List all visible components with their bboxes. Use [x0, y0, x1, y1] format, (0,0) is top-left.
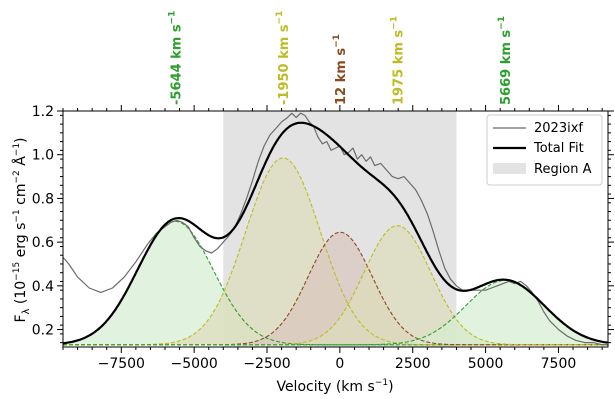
velocity-label-4: 5669 km s−1 — [497, 16, 514, 105]
x-tick-label: 0 — [335, 356, 344, 372]
velocity-label-0: -5644 km s−1 — [167, 11, 184, 105]
y-tick-label: 1.2 — [32, 104, 54, 120]
y-tick-label: 1.0 — [32, 148, 54, 164]
legend-label-total-fit: Total Fit — [533, 141, 584, 156]
component-fill-2 — [63, 232, 608, 345]
component-fill-4 — [63, 280, 608, 345]
legend-swatch-region-a — [493, 163, 526, 174]
velocity-label-1: -1950 km s−1 — [275, 11, 292, 105]
series-line-total-fit — [63, 121, 608, 345]
x-tick-label: −7500 — [98, 356, 145, 372]
axes: −7500 −5000 −2500 0 2500 5000 7500 0.2 0.4 0.6 0.8… — [32, 104, 614, 372]
x-tick-label: −2500 — [243, 356, 290, 372]
legend-label-region-a: Region A — [534, 162, 592, 177]
component-fills — [63, 158, 608, 345]
component-fill-0 — [63, 221, 608, 345]
y-tick-label: 0.2 — [32, 323, 54, 339]
y-tick-label: 0.6 — [32, 235, 54, 251]
x-tick-label: −5000 — [170, 356, 217, 372]
x-tick-label: 2500 — [395, 356, 431, 372]
velocity-labels: -5644 km s−1 -1950 km s−1 12 km s−1 1975 km… — [167, 11, 514, 105]
x-axis-title: Velocity (km s−1) — [276, 378, 393, 395]
x-tick-label: 5000 — [468, 356, 504, 372]
y-tick-label: 0.8 — [32, 191, 54, 207]
series-lines — [63, 112, 608, 346]
velocity-label-2: 12 km s−1 — [332, 34, 349, 105]
velocity-label-3: 1975 km s−1 — [389, 16, 406, 105]
y-tick-label: 0.4 — [32, 279, 54, 295]
y-axis-title: Fλ (10−15 erg s−1 cm−2 Å−1) — [12, 137, 32, 322]
legend-label-2023ixf: 2023ixf — [534, 121, 583, 136]
series-line-observed — [63, 112, 608, 346]
legend: 2023ixf Total Fit Region A — [486, 114, 603, 186]
x-tick-label: 7500 — [541, 356, 577, 372]
